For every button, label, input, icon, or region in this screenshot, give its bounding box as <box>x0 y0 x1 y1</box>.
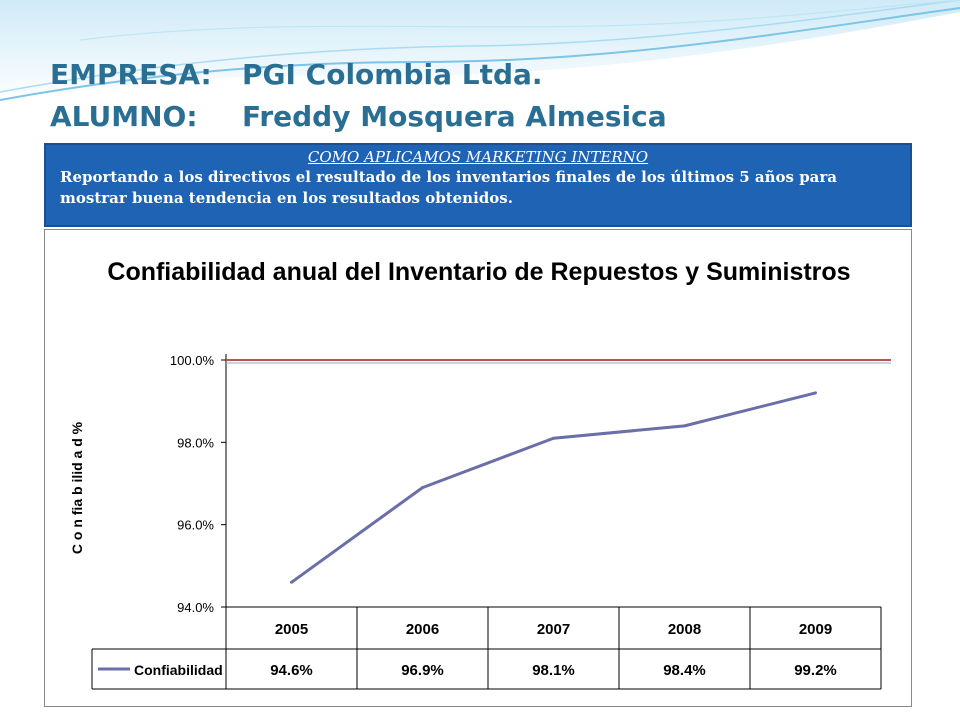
plot-area: 94.0% 96.0% 98.0% 100.0% <box>170 353 891 615</box>
y-tick-label: 96.0% <box>177 518 214 533</box>
title-student-line: ALUMNO: Freddy Mosquera Almesica <box>50 100 667 133</box>
chart-frame: Confiabilidad anual del Inventario de Re… <box>44 229 912 707</box>
info-box: COMO APLICAMOS MARKETING INTERNO Reporta… <box>44 143 912 227</box>
student-label: ALUMNO: <box>50 100 198 133</box>
data-value-label: 94.6% <box>270 662 313 679</box>
data-point <box>814 391 817 395</box>
y-tick-label: 100.0% <box>170 353 215 368</box>
student-name: Freddy Mosquera Almesica <box>242 100 667 133</box>
x-category-label: 2008 <box>668 621 701 638</box>
data-value-label: 98.4% <box>663 662 706 679</box>
info-box-title: COMO APLICAMOS MARKETING INTERNO <box>307 148 649 166</box>
data-point <box>290 580 293 584</box>
y-tick-label: 94.0% <box>177 600 214 615</box>
data-point <box>683 424 686 428</box>
data-value-label: 98.1% <box>532 662 575 679</box>
y-axis-label: C o n fia b ilid a d % <box>69 421 85 554</box>
x-category-label: 2007 <box>537 621 570 638</box>
company-label: EMPRESA: <box>50 58 212 91</box>
x-category-label: 2006 <box>406 621 439 638</box>
data-value-label: 99.2% <box>794 662 837 679</box>
title-company-line: EMPRESA: PGI Colombia Ltda. <box>50 58 543 91</box>
company-name: PGI Colombia Ltda. <box>242 58 543 91</box>
chart-title: Confiabilidad anual del Inventario de Re… <box>107 258 850 286</box>
x-category-label: 2005 <box>275 621 308 638</box>
line-chart: Confiabilidad anual del Inventario de Re… <box>69 258 891 690</box>
info-box-text: Reportando a los directivos el resultado… <box>60 168 838 207</box>
data-point <box>421 486 424 490</box>
legend-label: Confiabilidad <box>134 662 223 678</box>
data-point <box>552 436 555 440</box>
data-table: 2005 2006 2007 2008 2009 Confiabilidad 94.6% 96… <box>91 606 882 690</box>
y-tick-label: 98.0% <box>177 435 214 450</box>
series-line-confiabilidad <box>290 391 816 584</box>
x-category-label: 2009 <box>799 621 832 638</box>
data-value-label: 96.9% <box>401 662 444 679</box>
